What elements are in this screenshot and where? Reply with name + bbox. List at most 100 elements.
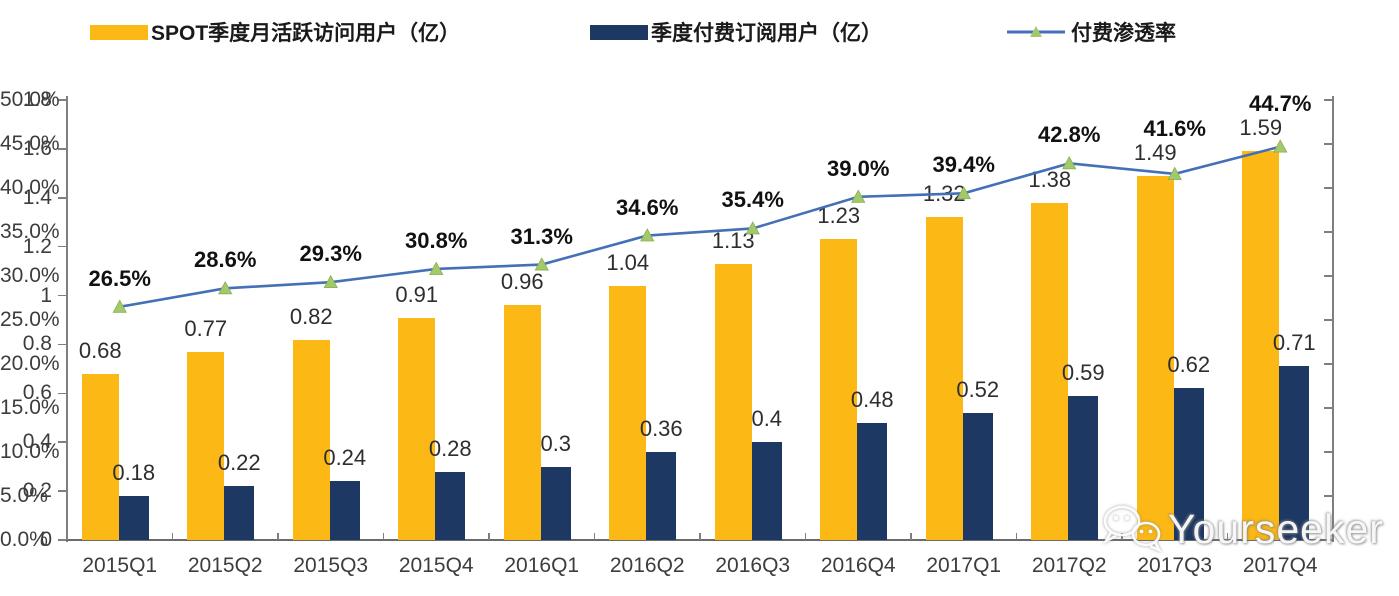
y-axis-right xyxy=(1332,96,1334,542)
y-axis-left-tick-label: 1.2 xyxy=(22,234,52,258)
bar-mau-value-label: 0.82 xyxy=(289,303,333,329)
y-axis-right-tick-label: 45.0% xyxy=(0,132,60,155)
y-axis-left-tick xyxy=(58,197,66,199)
y-axis-left-tick-label: 1.8 xyxy=(22,88,52,111)
bar-mau xyxy=(398,317,436,540)
y-axis-right-tick xyxy=(1324,275,1332,277)
x-axis-tick xyxy=(171,533,174,540)
x-axis-tick xyxy=(699,533,701,540)
watermark-text: Yourseeker xyxy=(1168,505,1384,552)
bar-mau xyxy=(714,263,752,540)
x-axis-category-label: 2017Q1 xyxy=(926,554,1002,577)
bar-mau-value-label: 1.59 xyxy=(1239,115,1283,141)
penetration-value-label: 29.3% xyxy=(299,241,362,267)
x-axis-category-label: 2016Q3 xyxy=(715,554,791,577)
penetration-value-label: 26.5% xyxy=(88,265,151,291)
bar-mau xyxy=(609,285,647,540)
y-axis-right-tick xyxy=(1324,143,1332,145)
legend-item-penetration: 付费渗透率 xyxy=(1007,19,1176,45)
y-axis-right-tick xyxy=(1324,539,1332,541)
x-axis-tick xyxy=(382,533,385,540)
bar-mau xyxy=(81,373,119,540)
penetration-marker-triangle xyxy=(640,228,655,242)
bar-subs xyxy=(435,471,466,540)
y-axis-left-tick-label: 0.4 xyxy=(22,430,52,454)
watermark: Yourseeker xyxy=(1100,500,1384,558)
x-axis-category-label: 2017Q3 xyxy=(1137,554,1213,577)
bar-subs-value-label: 0.59 xyxy=(1061,359,1105,385)
penetration-value-label: 34.6% xyxy=(616,194,679,220)
y-axis-left-tick xyxy=(58,294,66,297)
bar-subs-value-label: 0.62 xyxy=(1167,352,1211,378)
bar-mau-value-label: 0.68 xyxy=(78,337,122,363)
penetration-marker-triangle xyxy=(323,274,338,289)
y-axis-left-tick-label: 1.4 xyxy=(22,185,52,209)
y-axis-right-tick xyxy=(1324,99,1332,101)
penetration-value-label: 44.7% xyxy=(1249,91,1312,117)
x-axis-category-label: 2015Q1 xyxy=(82,554,158,577)
y-axis-right-tick-label: 50.0% xyxy=(0,88,60,111)
penetration-value-label: 39.4% xyxy=(932,152,995,178)
penetration-marker-triangle xyxy=(218,280,233,295)
x-axis-tick xyxy=(593,533,596,540)
y-axis-right-tick xyxy=(1324,319,1332,321)
penetration-line-path xyxy=(119,145,1281,309)
x-axis-tick xyxy=(1332,533,1334,540)
y-axis-right-tick-label: 40.0% xyxy=(0,176,60,199)
penetration-marker-triangle xyxy=(112,299,127,313)
x-axis-category-label: 2017Q4 xyxy=(1242,554,1318,577)
bar-subs-value-label: 0.3 xyxy=(540,430,572,456)
x-axis-category-label: 2016Q4 xyxy=(820,554,896,577)
y-axis-right-tick xyxy=(1324,363,1332,365)
y-axis-left-tick-label: 1.6 xyxy=(22,136,52,160)
bar-subs-value-label: 0.22 xyxy=(217,450,261,476)
x-axis-category-label: 2015Q2 xyxy=(187,554,263,577)
x-axis xyxy=(66,539,1333,541)
bar-subs xyxy=(118,496,149,540)
mau-bar-swatch xyxy=(90,24,148,40)
y-axis-right-tick-label: 25.0% xyxy=(0,308,60,331)
y-axis-right-tick xyxy=(1324,495,1332,497)
bar-mau xyxy=(292,339,330,540)
bar-subs-value-label: 0.28 xyxy=(428,435,472,461)
bar-subs xyxy=(540,466,571,540)
penetration-marker-triangle xyxy=(429,261,444,275)
penetration-value-label: 35.4% xyxy=(721,187,784,213)
bar-mau-value-label: 1.13 xyxy=(711,227,755,253)
bar-subs xyxy=(751,442,782,540)
bar-subs-value-label: 0.71 xyxy=(1272,330,1316,356)
y-axis-right-tick xyxy=(1324,451,1332,453)
bar-subs-value-label: 0.24 xyxy=(323,445,367,471)
y-axis-right-tick-label: 35.0% xyxy=(0,220,60,243)
x-axis-tick xyxy=(910,533,912,540)
bar-subs xyxy=(224,486,255,540)
bar-mau xyxy=(503,305,541,540)
bar-subs xyxy=(646,452,677,540)
legend-item-subs: 季度付费订阅用户（亿） xyxy=(590,19,882,45)
bar-subs-value-label: 0.4 xyxy=(751,406,783,432)
bar-mau xyxy=(187,351,225,540)
y-axis-left-tick-label: 0.6 xyxy=(22,381,52,405)
y-axis-right-tick-label: 5.0% xyxy=(0,484,48,507)
bar-subs-value-label: 0.48 xyxy=(850,386,894,412)
bar-subs-value-label: 0.36 xyxy=(639,416,683,441)
bar-mau-value-label: 1.04 xyxy=(606,249,650,275)
bar-subs xyxy=(962,412,993,540)
legend-label-subs: 季度付费订阅用户（亿） xyxy=(651,22,882,45)
y-axis-left-tick xyxy=(58,148,66,150)
x-axis-tick xyxy=(488,533,490,540)
penetration-value-label: 31.3% xyxy=(510,223,573,249)
penetration-value-label: 39.0% xyxy=(827,155,890,181)
legend-label-mau: SPOT季度月活跃访问用户（亿） xyxy=(151,22,461,45)
y-axis-left-tick xyxy=(58,343,66,346)
y-axis-left-tick-label: 0.8 xyxy=(22,332,52,356)
x-axis-category-label: 2016Q1 xyxy=(504,554,580,577)
bar-mau-value-label: 0.96 xyxy=(500,269,544,295)
bar-subs xyxy=(329,481,360,540)
bar-mau-value-label: 1.32 xyxy=(922,181,966,207)
y-axis-right-tick xyxy=(1324,231,1332,233)
x-axis-tick xyxy=(1015,533,1018,540)
y-axis-right-tick xyxy=(1324,407,1332,409)
bar-subs-value-label: 0.18 xyxy=(112,460,156,485)
